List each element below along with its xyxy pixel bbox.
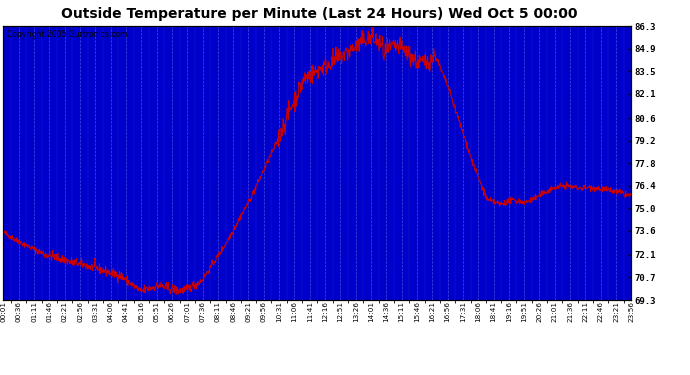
Text: 16:21: 16:21 [429,302,435,322]
Text: 03:31: 03:31 [92,302,99,322]
Text: 00:01: 00:01 [1,302,6,322]
Text: Outside Temperature per Minute (Last 24 Hours) Wed Oct 5 00:00: Outside Temperature per Minute (Last 24 … [61,8,578,21]
Text: 21:36: 21:36 [567,302,573,322]
Text: 08:11: 08:11 [215,302,221,322]
Text: 11:41: 11:41 [307,302,313,322]
Text: 05:51: 05:51 [154,302,159,322]
Text: 20:26: 20:26 [536,302,542,322]
Text: 09:21: 09:21 [246,302,251,322]
Text: 23:21: 23:21 [613,302,619,322]
Text: 10:31: 10:31 [276,302,282,322]
Text: 16:56: 16:56 [444,302,451,322]
Text: 13:26: 13:26 [353,302,359,322]
Text: 22:46: 22:46 [598,302,604,322]
Text: 18:06: 18:06 [475,302,481,322]
Text: 09:56: 09:56 [261,302,267,322]
Text: 23:56: 23:56 [629,302,634,322]
Text: 02:56: 02:56 [77,302,83,322]
Text: 14:36: 14:36 [384,302,389,322]
Text: 07:36: 07:36 [199,302,206,322]
Text: 01:11: 01:11 [31,302,37,322]
Text: 18:41: 18:41 [491,302,497,322]
Text: 21:01: 21:01 [552,302,558,322]
Text: 12:16: 12:16 [322,302,328,322]
Text: 07:01: 07:01 [184,302,190,322]
Text: 11:06: 11:06 [291,302,297,322]
Text: 22:11: 22:11 [582,302,589,322]
Text: 05:16: 05:16 [138,302,144,322]
Text: Copyright 2005 Gurtronics.com: Copyright 2005 Gurtronics.com [7,30,127,39]
Text: 19:16: 19:16 [506,302,512,322]
Text: 02:21: 02:21 [61,302,68,322]
Text: 19:51: 19:51 [521,302,527,322]
Text: 06:26: 06:26 [169,302,175,322]
Text: 04:41: 04:41 [123,302,129,322]
Text: 08:46: 08:46 [230,302,236,322]
Text: 01:46: 01:46 [46,302,52,322]
Text: 15:11: 15:11 [399,302,404,322]
Text: 00:36: 00:36 [16,302,22,322]
Text: 15:46: 15:46 [414,302,420,322]
Text: 17:31: 17:31 [460,302,466,322]
Text: 14:01: 14:01 [368,302,374,322]
Text: 12:51: 12:51 [337,302,344,322]
Text: 04:06: 04:06 [108,302,114,322]
